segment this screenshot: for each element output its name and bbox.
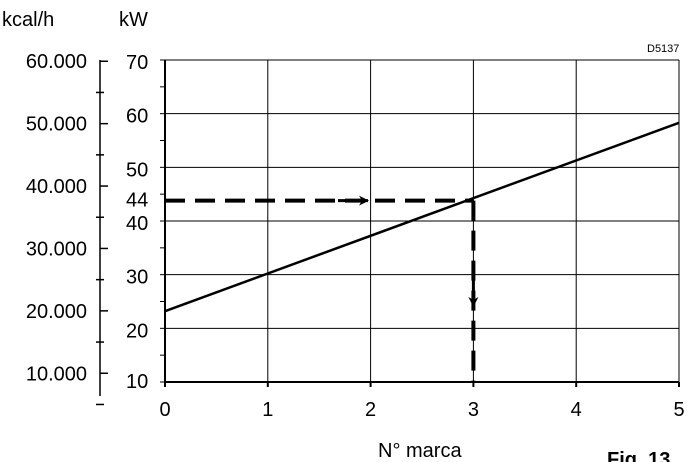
right-axis-unit: kW <box>119 9 148 31</box>
y-tick-label: 30 <box>126 267 148 289</box>
annotation-value-label: 44 <box>126 190 148 212</box>
x-tick-label: 1 <box>262 399 273 421</box>
y-tick-label: 20 <box>126 320 148 342</box>
y-tick-label: 40 <box>126 213 148 235</box>
series <box>164 121 680 313</box>
left-tick-label: 20.000 <box>26 301 87 323</box>
x-tick-label: 0 <box>159 399 170 421</box>
left-tick-labels: 10.000 20.000 30.000 40.000 50.000 60.000 <box>26 51 87 385</box>
y-tick-label: 70 <box>126 52 148 74</box>
left-tick-label: 50.000 <box>26 114 87 136</box>
figure-code: D5137 <box>647 43 679 55</box>
left-tick-label: 10.000 <box>26 363 87 385</box>
x-tick-label: 5 <box>673 399 684 421</box>
left-tick-label: 60.000 <box>26 51 87 73</box>
x-tick-labels: 0 1 2 3 4 5 <box>159 399 684 421</box>
x-tick-label: 2 <box>365 399 376 421</box>
figure-label: Fig. 13 <box>607 449 670 462</box>
x-tick-label: 4 <box>571 399 582 421</box>
x-axis-label: N° marca <box>378 440 462 462</box>
series-line <box>164 121 680 313</box>
y-tick-label: 60 <box>126 106 148 128</box>
grid <box>165 59 680 382</box>
x-tick-label: 3 <box>468 399 479 421</box>
y-tick-labels: 10 20 30 40 50 60 70 <box>126 52 148 393</box>
y-tick-label: 10 <box>126 371 148 393</box>
left-tick-label: 30.000 <box>26 238 87 260</box>
y-tick-label: 50 <box>126 159 148 181</box>
axes <box>160 59 680 387</box>
left-axis-unit: kcal/h <box>2 9 54 31</box>
left-tick-label: 40.000 <box>26 176 87 198</box>
left-axis <box>96 60 108 406</box>
annotation: 44 <box>126 190 479 382</box>
